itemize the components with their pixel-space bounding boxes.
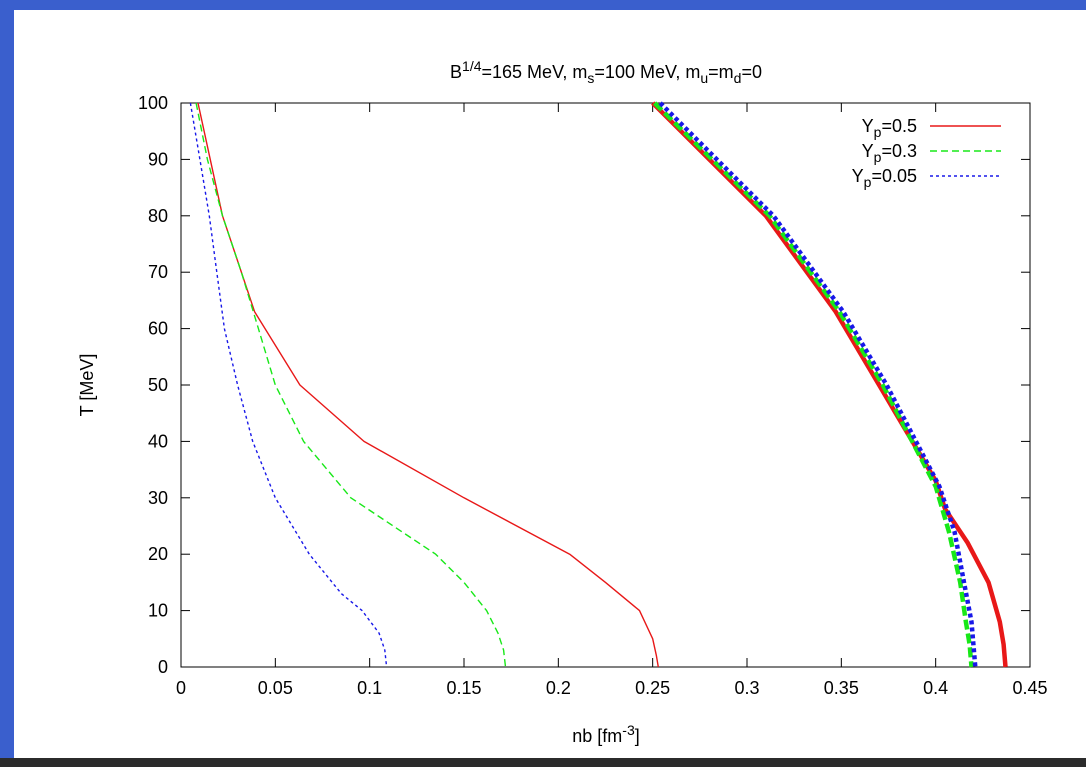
y-tick-label: 80 (148, 206, 168, 226)
series-line-lower-0 (197, 102, 659, 668)
slide-frame-top (0, 0, 1086, 10)
x-axis-label: nb [fm-3] (572, 722, 640, 746)
x-tick-label: 0.15 (446, 678, 481, 698)
y-tick-label: 10 (148, 601, 168, 621)
chart-title: B1/4=165 MeV, ms=100 MeV, mu=md=0 (450, 58, 762, 86)
y-tick-label: 20 (148, 544, 168, 564)
series-line-upper-1 (653, 101, 974, 668)
series-line-upper-2 (658, 101, 978, 668)
series-line-upper-0 (651, 101, 1008, 668)
y-tick-label: 50 (148, 375, 168, 395)
x-tick-label: 0.45 (1012, 678, 1047, 698)
y-tick-label: 90 (148, 149, 168, 169)
x-tick-label: 0.4 (923, 678, 948, 698)
y-tick-label: 30 (148, 488, 168, 508)
y-tick-label: 100 (138, 93, 168, 113)
y-tick-label: 70 (148, 262, 168, 282)
slide-frame-left (0, 0, 14, 767)
slide-frame-bottom (0, 758, 1086, 767)
x-tick-label: 0 (176, 678, 186, 698)
series-line-lower-2 (189, 102, 388, 668)
y-axis-label: T [MeV] (77, 354, 97, 417)
x-tick-label: 0.3 (734, 678, 759, 698)
y-tick-label: 0 (158, 657, 168, 677)
y-tick-label: 40 (148, 431, 168, 451)
x-tick-label: 0.05 (258, 678, 293, 698)
legend-label-2: Yp=0.05 (852, 166, 917, 190)
legend-label-0: Yp=0.5 (862, 116, 917, 140)
series-line-lower-1 (195, 102, 507, 668)
x-tick-label: 0.25 (635, 678, 670, 698)
x-tick-label: 0.1 (357, 678, 382, 698)
x-tick-label: 0.35 (824, 678, 859, 698)
y-tick-label: 60 (148, 319, 168, 339)
x-tick-label: 0.2 (546, 678, 571, 698)
legend-label-1: Yp=0.3 (862, 141, 917, 165)
